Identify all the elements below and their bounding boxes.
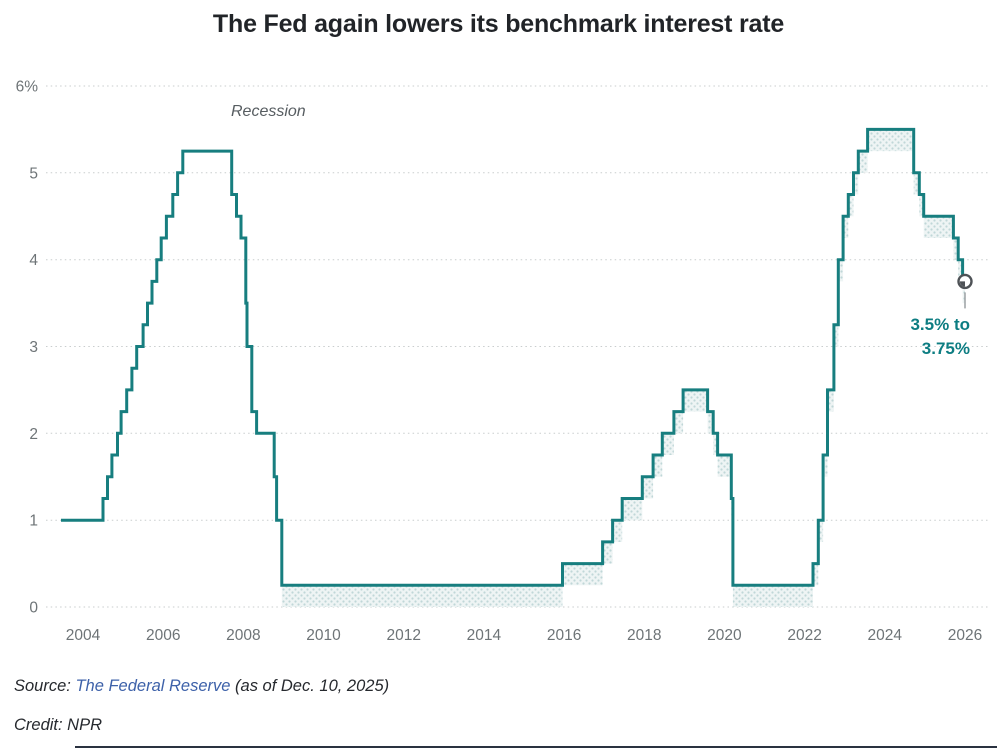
- source-line: Source: The Federal Reserve (as of Dec. …: [14, 677, 389, 696]
- x-tick-label: 2018: [627, 627, 661, 644]
- recession-label: Recession: [231, 103, 306, 120]
- chart-area: 0 1 2 3 4 5 6% 2004 2006 2008 2010 2012 2014 2016 2018…: [16, 79, 988, 644]
- x-tick-label: 2022: [787, 627, 821, 644]
- x-tick-label: 2006: [146, 627, 180, 644]
- x-tick-label: 2026: [948, 627, 982, 644]
- x-tick-label: 2024: [868, 627, 903, 644]
- x-tick-label: 2004: [66, 627, 101, 644]
- x-tick-label: 2016: [547, 627, 581, 644]
- y-tick-label: 4: [29, 252, 38, 269]
- y-tick-label: 2: [29, 426, 38, 443]
- x-tick-label: 2012: [386, 627, 420, 644]
- x-tick-label: 2010: [306, 627, 341, 644]
- y-tick-label: 3: [29, 339, 38, 356]
- gridlines: [46, 85, 988, 608]
- source-prefix: Source:: [14, 677, 76, 695]
- y-axis-labels: 0 1 2 3 4 5 6%: [16, 79, 39, 617]
- page-title: The Fed again lowers its benchmark inter…: [212, 10, 785, 38]
- rate-annotation-line1: 3.5% to: [910, 315, 970, 334]
- x-tick-label: 2020: [707, 627, 742, 644]
- x-axis-labels: 2004 2006 2008 2010 2012 2014 2016 2018 2020 2022…: [66, 627, 982, 644]
- y-tick-label: 1: [29, 513, 38, 530]
- rate-step-line: [61, 127, 965, 587]
- rate-annotation-line2: 3.75%: [921, 339, 970, 358]
- source-suffix: (as of Dec. 10, 2025): [230, 677, 390, 695]
- y-tick-label: 0: [29, 600, 38, 617]
- endpoint-marker-wedge: [959, 281, 965, 287]
- fed-rate-step-chart: 0 1 2 3 4 5 6% 2004 2006 2008 2010 2012 2014 2016 2018…: [16, 79, 988, 644]
- x-tick-label: 2014: [467, 627, 502, 644]
- bottom-divider: [75, 746, 997, 748]
- credit-line: Credit: NPR: [14, 716, 103, 734]
- y-tick-label: 5: [29, 165, 38, 182]
- target-range-band: [281, 129, 965, 607]
- source-link[interactable]: The Federal Reserve: [75, 677, 231, 695]
- y-tick-label: 6%: [16, 79, 39, 96]
- x-tick-label: 2008: [226, 627, 260, 644]
- current-rate-annotation: 3.5% to 3.75%: [910, 313, 970, 361]
